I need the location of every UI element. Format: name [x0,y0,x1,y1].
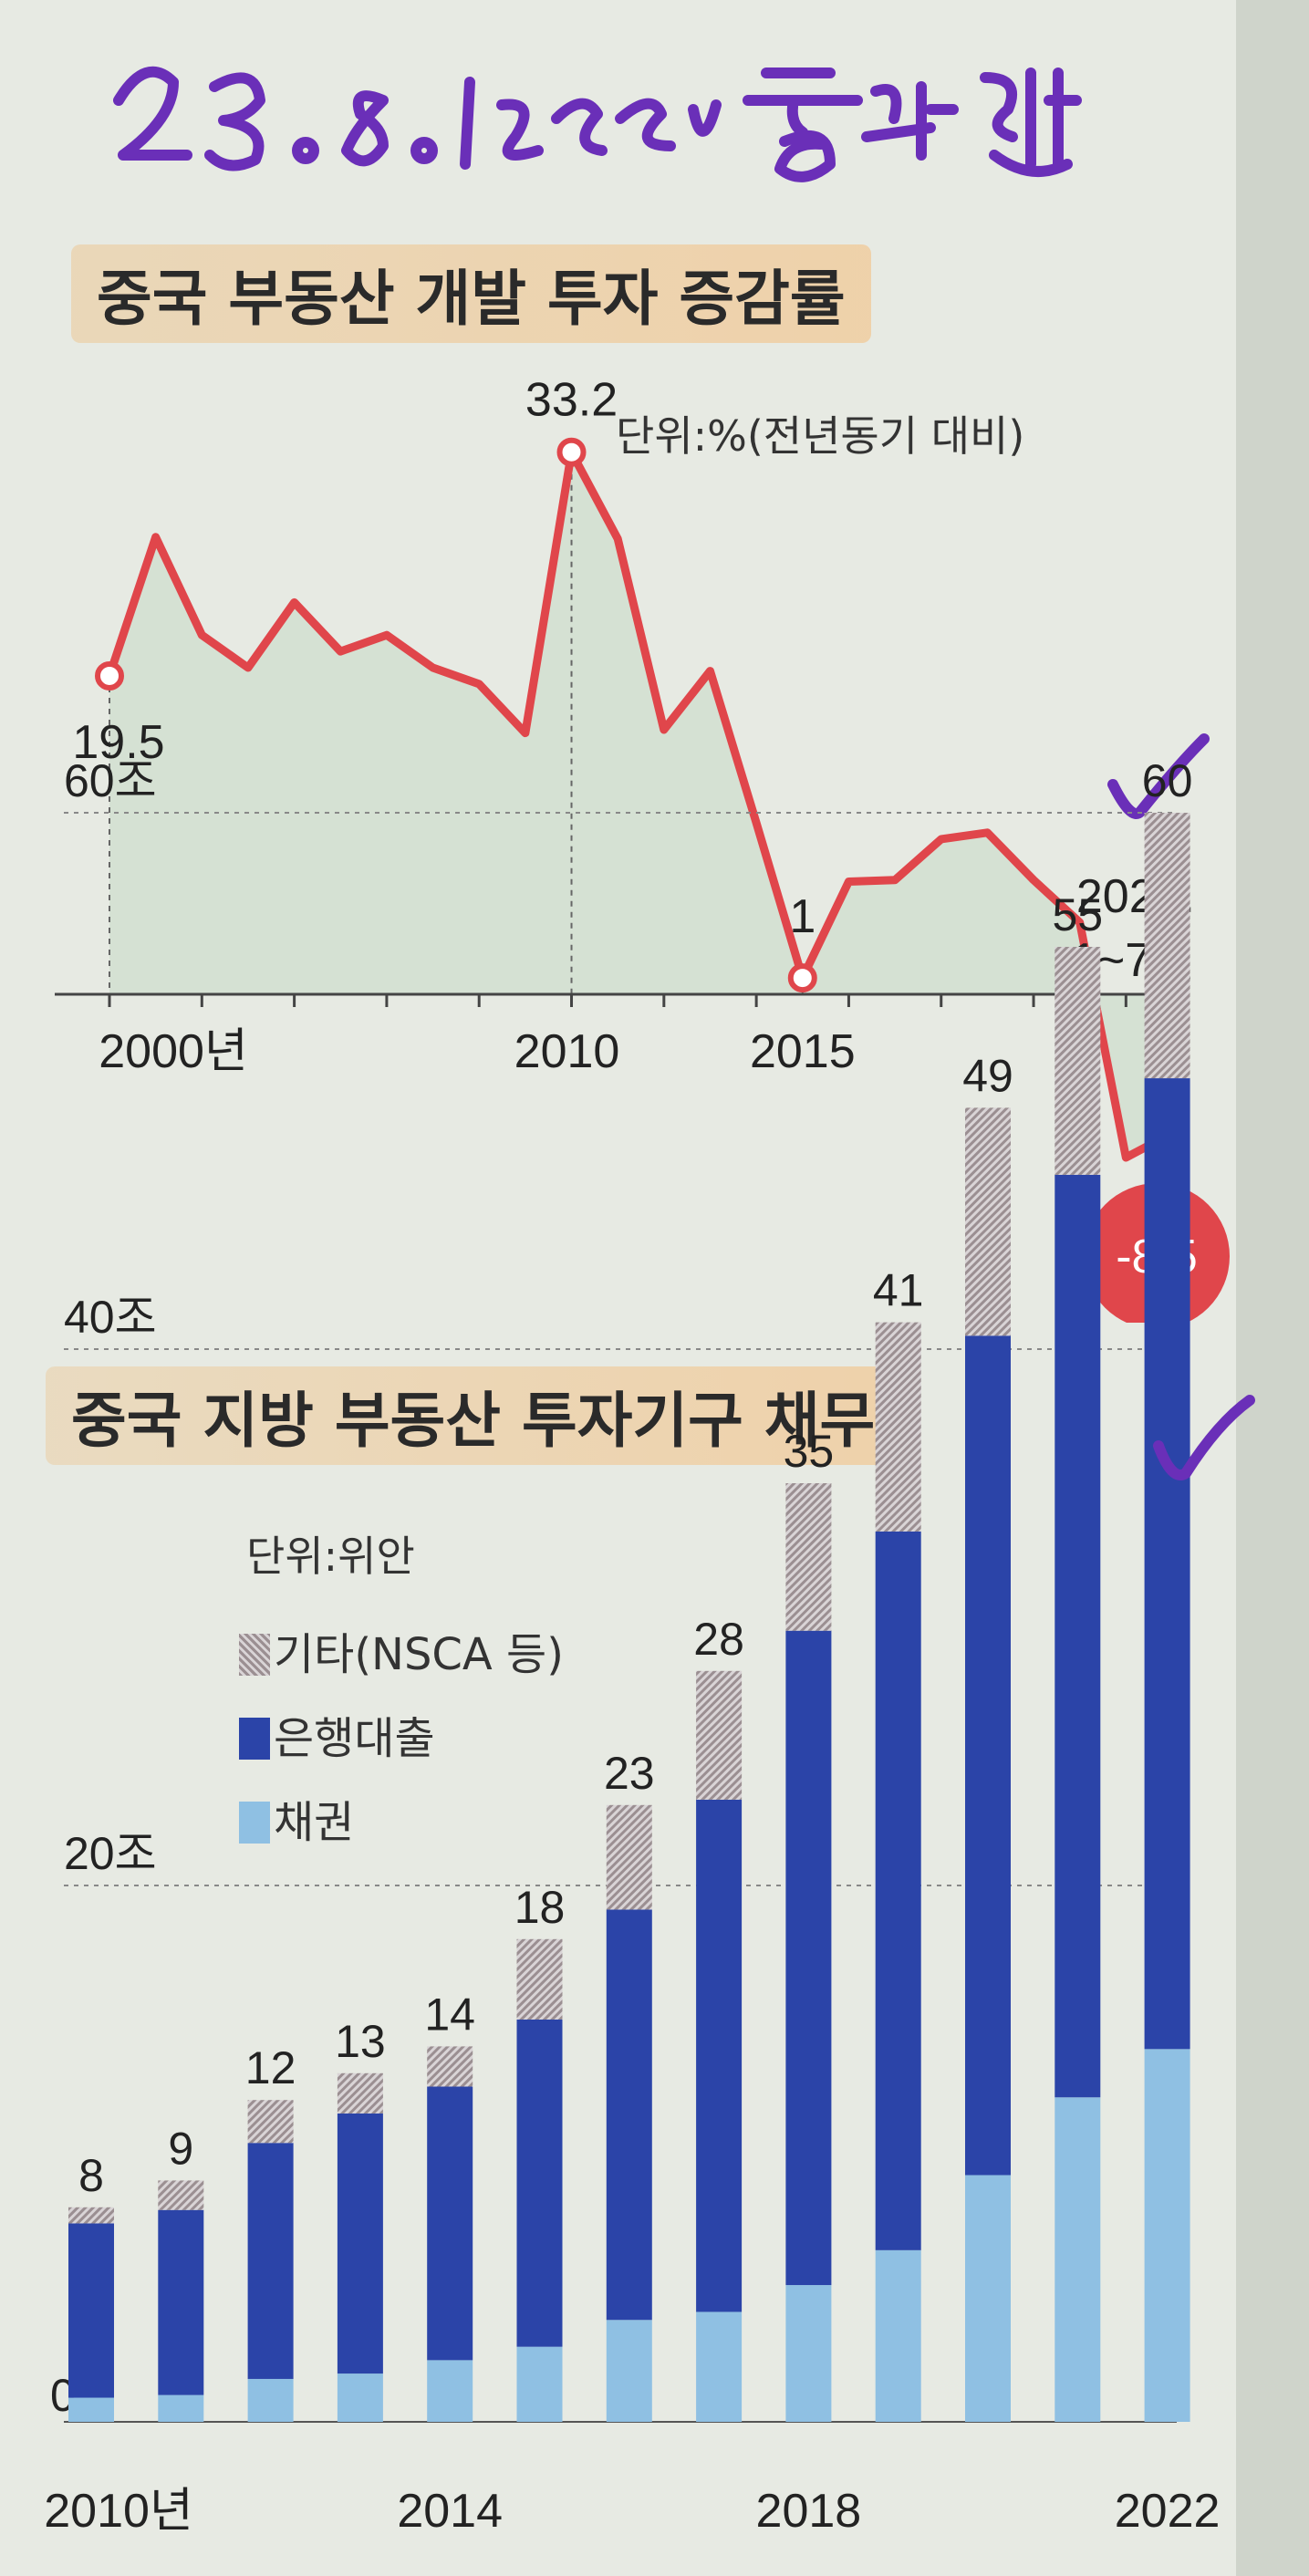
bar-total-2017: 28 [693,1614,744,1665]
legend-label-other: 기타(NSCA 등) [274,1629,564,1680]
legend-item-other: 기타(NSCA 등) [239,1613,564,1697]
bar-other-2013 [337,2072,383,2114]
bar-other-2010 [68,2207,114,2224]
x-label-2010: 2010 [514,1025,620,1078]
bar-bond-2021 [1054,2097,1101,2422]
bar-loan-2021 [1054,1174,1101,2098]
bar-total-2011: 9 [168,2123,193,2174]
bar-other-2016 [606,1804,652,1910]
bar-loan-2015 [516,2020,563,2347]
annotation-low: 1 [789,890,816,943]
bar-total-2014: 14 [424,1989,475,2040]
bar-total-2020: 49 [962,1050,1013,1101]
series-line [105,448,1175,1162]
legend-swatch-bond [239,1802,270,1844]
x-label-2022: 2022 [1115,2485,1221,2538]
bar-loan-2022 [1144,1078,1190,2050]
chart1-unit: 단위:%(전년동기 대비) [616,411,1025,461]
area-fill [109,452,1172,1158]
bar-total-2021: 55 [1052,889,1103,940]
bar-bond-2012 [247,2378,294,2422]
bar-other-2011 [158,2180,204,2210]
y-label-40: 40조 [64,1292,157,1343]
bar-other-2018 [785,1483,832,1631]
bar-loan-2011 [158,2209,204,2395]
bar-total-2013: 13 [335,2016,386,2067]
chart2-title: 중국 지방 부동산 투자기구 채무 [46,1366,901,1465]
bar-bond-2014 [427,2360,473,2422]
legend-swatch-loan [239,1718,270,1760]
bar-other-2012 [247,2100,294,2144]
bar-bond-2015 [516,2346,563,2422]
bar-total-2015: 18 [514,1882,566,1933]
bar-loan-2014 [427,2086,473,2361]
bar-loan-2010 [68,2223,114,2398]
bar-other-2017 [696,1670,743,1800]
x-label-2014: 2014 [397,2485,503,2538]
bar-other-2019 [875,1322,921,1532]
x-label-2000: 2000년 [99,1025,248,1078]
legend-item-loan: 은행대출 [239,1697,564,1781]
bar-bond-2018 [785,2285,832,2422]
legend-item-bond: 채권 [239,1781,564,1864]
bar-bond-2010 [68,2397,114,2422]
bar-loan-2017 [696,1799,743,2312]
legend: 기타(NSCA 등) 은행대출 채권 [239,1613,564,1864]
bar-bond-2017 [696,2311,743,2422]
bar-loan-2013 [337,2113,383,2374]
bar-other-2021 [1054,947,1101,1175]
bar-other-2015 [516,1938,563,2020]
y-label-60: 60조 [64,755,157,806]
bar-bond-2019 [875,2249,921,2422]
chart1-title: 중국 부동산 개발 투자 증감률 [71,244,871,343]
bar-bond-2011 [158,2394,204,2422]
bar-total-2016: 23 [604,1748,655,1799]
check-mark-icon [1107,733,1210,819]
chart2-unit: 단위:위안 [246,1532,415,1581]
bar-total-2010: 8 [78,2150,104,2201]
point-marker-1 [556,437,587,467]
bar-other-2014 [427,2046,473,2087]
check-mark-icon-2 [1153,1395,1255,1480]
bar-bond-2013 [337,2373,383,2422]
x-label-2015: 2015 [750,1025,856,1078]
point-marker-2 [787,963,817,993]
adjacent-page-edge [1236,0,1309,2576]
legend-label-bond: 채권 [274,1797,355,1848]
annotation-peak: 33.2 [525,374,618,427]
legend-label-loan: 은행대출 [274,1713,435,1764]
bar-bond-2022 [1144,2049,1190,2422]
bar-bond-2016 [606,2320,652,2422]
x-label-2010: 2010년 [44,2485,193,2538]
bar-other-2022 [1144,813,1190,1079]
bar-bond-2020 [965,2175,1011,2422]
bar-total-2012: 12 [245,2042,296,2093]
y-label-20: 20조 [64,1828,157,1879]
x-label-2018: 2018 [756,2485,862,2538]
bar-loan-2012 [247,2143,294,2379]
bar-total-2019: 41 [873,1265,924,1316]
bar-loan-2020 [965,1335,1011,2176]
legend-swatch-other [239,1634,270,1676]
bar-loan-2018 [785,1630,832,2286]
point-marker-0 [95,660,124,691]
bar-other-2020 [965,1107,1011,1336]
bar-total-2018: 35 [784,1426,835,1477]
bar-loan-2016 [606,1909,652,2321]
handwritten-note [113,66,1082,182]
bar-loan-2019 [875,1531,921,2250]
annotation-0: 19.5 [72,716,164,769]
bar-total-2022: 60 [1142,755,1193,806]
